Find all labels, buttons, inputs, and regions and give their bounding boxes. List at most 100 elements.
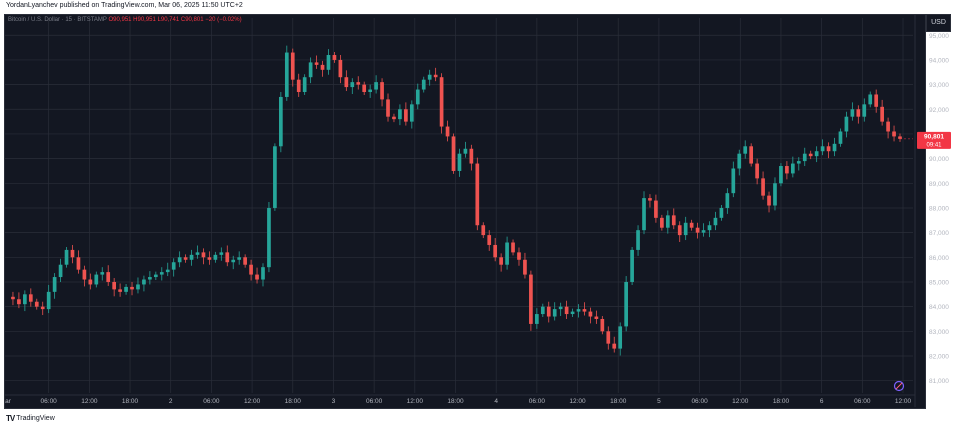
candle-body[interactable] xyxy=(880,106,884,122)
candle-body[interactable] xyxy=(64,249,69,265)
candle-body[interactable] xyxy=(225,252,230,263)
candle-body[interactable] xyxy=(755,163,759,179)
candle-body[interactable] xyxy=(124,286,128,292)
candle-body[interactable] xyxy=(398,109,402,120)
candle-body[interactable] xyxy=(671,215,676,226)
candle-body[interactable] xyxy=(802,153,807,162)
candle-body[interactable] xyxy=(142,279,146,285)
candle-body[interactable] xyxy=(427,74,432,80)
candle-body[interactable] xyxy=(856,109,861,117)
candle-body[interactable] xyxy=(487,235,492,245)
candle-body[interactable] xyxy=(594,316,599,319)
candle-body[interactable] xyxy=(761,178,765,196)
candle-body[interactable] xyxy=(529,274,533,324)
candle-body[interactable] xyxy=(177,257,182,263)
candle-body[interactable] xyxy=(624,281,628,327)
candle-body[interactable] xyxy=(660,217,664,228)
candle-body[interactable] xyxy=(94,274,99,285)
candle-body[interactable] xyxy=(552,309,557,317)
candle-body[interactable] xyxy=(136,284,140,290)
candle-body[interactable] xyxy=(570,311,575,315)
candle-body[interactable] xyxy=(112,281,117,290)
candle-body[interactable] xyxy=(558,306,563,310)
candle-body[interactable] xyxy=(46,291,51,310)
candle-body[interactable] xyxy=(701,230,706,233)
candle-body[interactable] xyxy=(243,257,247,265)
candle-body[interactable] xyxy=(130,286,134,290)
candle-body[interactable] xyxy=(773,183,777,206)
candle-body[interactable] xyxy=(189,254,194,260)
candle-body[interactable] xyxy=(463,148,468,154)
candle-body[interactable] xyxy=(368,89,372,93)
candle-body[interactable] xyxy=(868,94,873,105)
candle-body[interactable] xyxy=(356,82,361,85)
candle-body[interactable] xyxy=(862,104,867,117)
candle-body[interactable] xyxy=(386,99,390,117)
candle-body[interactable] xyxy=(308,62,313,78)
candle-body[interactable] xyxy=(600,318,605,332)
candle-body[interactable] xyxy=(23,294,27,305)
candle-body[interactable] xyxy=(409,104,414,122)
candle-body[interactable] xyxy=(535,314,539,324)
replay-marker-icon[interactable] xyxy=(893,380,905,392)
candle-body[interactable] xyxy=(34,301,39,307)
candle-body[interactable] xyxy=(493,244,498,258)
candle-body[interactable] xyxy=(844,116,849,132)
candle-body[interactable] xyxy=(88,279,93,285)
candle-body[interactable] xyxy=(76,257,81,270)
last-price-tag[interactable] xyxy=(917,131,951,149)
candle-body[interactable] xyxy=(874,94,879,107)
candle-body[interactable] xyxy=(790,163,795,174)
candle-body[interactable] xyxy=(207,257,212,260)
candle-body[interactable] xyxy=(719,207,724,218)
candle-body[interactable] xyxy=(475,163,480,226)
candle-body[interactable] xyxy=(564,306,569,315)
candle-body[interactable] xyxy=(159,272,164,275)
candle-body[interactable] xyxy=(52,277,57,292)
candle-body[interactable] xyxy=(820,146,825,152)
candle-body[interactable] xyxy=(523,259,527,275)
candle-body[interactable] xyxy=(767,195,771,206)
candle-body[interactable] xyxy=(70,249,75,258)
candle-body[interactable] xyxy=(826,146,831,152)
candle-body[interactable] xyxy=(749,146,754,164)
tradingview-logo[interactable]: TV TradingView xyxy=(6,414,55,423)
candle-body[interactable] xyxy=(540,306,545,315)
candle-body[interactable] xyxy=(261,267,265,280)
candle-body[interactable] xyxy=(290,52,295,80)
candle-body[interactable] xyxy=(40,306,45,310)
candle-body[interactable] xyxy=(344,77,349,88)
candle-body[interactable] xyxy=(28,294,33,302)
candle-body[interactable] xyxy=(100,272,105,275)
candle-body[interactable] xyxy=(433,74,438,78)
candle-body[interactable] xyxy=(362,84,367,93)
candle-body[interactable] xyxy=(505,242,509,265)
candle-body[interactable] xyxy=(183,257,188,260)
candle-body[interactable] xyxy=(171,262,176,270)
candle-body[interactable] xyxy=(17,299,21,305)
candle-body[interactable] xyxy=(499,257,503,265)
candle-body[interactable] xyxy=(195,252,200,255)
candle-body[interactable] xyxy=(404,109,408,122)
candle-body[interactable] xyxy=(392,116,396,120)
candle-body[interactable] xyxy=(618,326,623,349)
candle-body[interactable] xyxy=(118,289,122,292)
candle-body[interactable] xyxy=(320,64,325,70)
candle-body[interactable] xyxy=(314,62,319,65)
candle-body[interactable] xyxy=(665,215,670,228)
candle-body[interactable] xyxy=(231,259,236,263)
candle-body[interactable] xyxy=(737,153,742,169)
candle-body[interactable] xyxy=(779,166,783,184)
candle-body[interactable] xyxy=(332,55,337,60)
candle-body[interactable] xyxy=(249,264,253,275)
candle-body[interactable] xyxy=(588,311,593,317)
candle-body[interactable] xyxy=(576,309,581,312)
candle-body[interactable] xyxy=(481,225,486,236)
candle-body[interactable] xyxy=(451,136,456,171)
candle-body[interactable] xyxy=(374,82,378,90)
candle-body[interactable] xyxy=(106,272,111,282)
candle-body[interactable] xyxy=(326,55,331,70)
candle-body[interactable] xyxy=(469,148,474,164)
candle-body[interactable] xyxy=(255,274,259,280)
